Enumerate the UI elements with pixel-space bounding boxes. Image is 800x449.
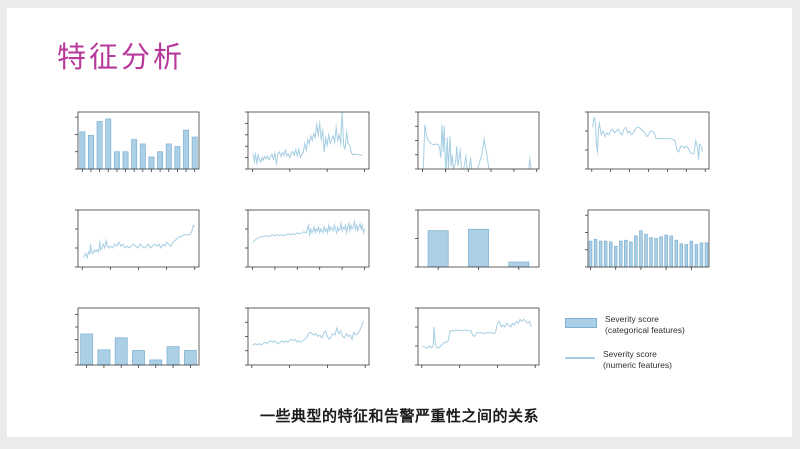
figure-legend: Severity score (categorical features) Se… <box>565 314 765 384</box>
legend-label: Severity score (numeric features) <box>603 349 672 371</box>
slide-caption: 一些典型的特征和告警严重性之间的关系 <box>259 408 539 425</box>
chart-panel-k <box>378 296 548 392</box>
chart-panel-e <box>38 198 208 294</box>
chart-panel-i <box>38 296 208 392</box>
chart-panel-f <box>208 198 378 294</box>
chart-canvas <box>378 198 548 294</box>
chart-panel-g <box>378 198 548 294</box>
legend-item: Severity score (numeric features) <box>565 349 765 371</box>
legend-swatch-icon <box>565 318 597 328</box>
figure-grid <box>7 8 792 437</box>
chart-canvas <box>548 198 718 294</box>
slide-title: 特征分析 <box>57 42 186 74</box>
chart-panel-h <box>548 198 718 294</box>
chart-panel-j <box>208 296 378 392</box>
legend-item: Severity score (categorical features) <box>565 314 765 336</box>
chart-canvas <box>208 296 378 392</box>
chart-canvas <box>378 296 548 392</box>
chart-panel-b <box>208 100 378 196</box>
chart-canvas <box>38 198 208 294</box>
legend-label: Severity score (categorical features) <box>605 314 685 336</box>
chart-panel-c <box>378 100 548 196</box>
chart-canvas <box>548 100 718 196</box>
chart-panel-a <box>38 100 208 196</box>
chart-canvas <box>378 100 548 196</box>
chart-canvas <box>208 100 378 196</box>
chart-canvas <box>38 296 208 392</box>
chart-canvas <box>208 198 378 294</box>
chart-panel-d <box>548 100 718 196</box>
chart-canvas <box>38 100 208 196</box>
legend-swatch-icon <box>565 357 595 360</box>
slide: 特征分析 Severity score (categorical feature… <box>7 8 792 437</box>
